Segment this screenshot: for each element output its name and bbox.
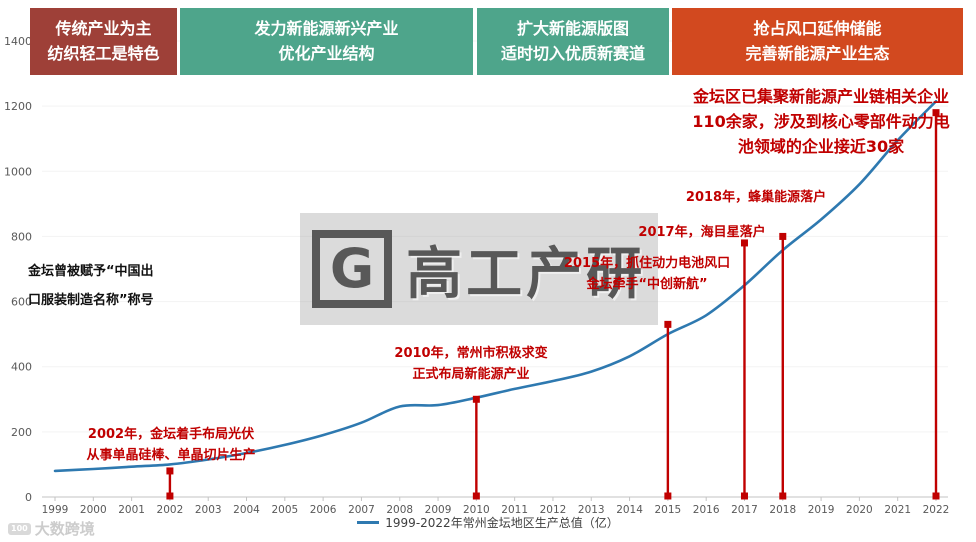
annotation-line: 池领域的企业接近30家 <box>737 137 905 156</box>
chart-legend: 1999-2022年常州金坛地区生产总值（亿） <box>0 514 976 531</box>
svg-text:2014: 2014 <box>616 504 643 516</box>
annotation-2015: 2015年，抓住动力电池风口 金坛牵手“中创新航” <box>532 253 762 295</box>
era-band-new-energy-push: 发力新能源新兴产业 优化产业结构 <box>180 8 473 75</box>
svg-text:2020: 2020 <box>846 504 873 516</box>
annotation-line: 2017年，海目星落户 <box>638 225 766 240</box>
svg-text:2015: 2015 <box>655 504 682 516</box>
annotation-2018: 2018年，蜂巢能源落户 <box>650 187 862 208</box>
svg-text:800: 800 <box>11 230 32 243</box>
svg-text:2019: 2019 <box>808 504 835 516</box>
annotation-line: 金坛牵手“中创新航” <box>586 277 708 292</box>
gaogong-logo-icon: G <box>311 230 393 308</box>
svg-text:200: 200 <box>11 426 32 439</box>
svg-text:2005: 2005 <box>271 504 298 516</box>
svg-text:400: 400 <box>11 361 32 374</box>
era-band-energy-storage: 抢占风口延伸储能 完善新能源产业生态 <box>672 8 963 75</box>
svg-text:2009: 2009 <box>425 504 452 516</box>
watermark-text: 高工产研 <box>406 241 647 307</box>
era-band-line: 发力新能源新兴产业 <box>254 18 399 38</box>
svg-text:2022: 2022 <box>923 504 950 516</box>
svg-text:0: 0 <box>25 491 32 504</box>
era-band-line: 扩大新能源版图 <box>516 18 629 38</box>
annotation-2010: 2010年，常州市积极求变 正式布局新能源产业 <box>358 343 584 385</box>
era-band-traditional: 传统产业为主 纺织轻工是特色 <box>30 8 177 75</box>
svg-text:1400: 1400 <box>4 35 32 48</box>
annotation-line: 110余家，涉及到核心零部件动力电 <box>692 112 950 131</box>
annotation-line: 口服装制造名称”称号 <box>28 293 154 308</box>
svg-text:2010: 2010 <box>463 504 490 516</box>
annotation-2002: 2002年，金坛着手布局光伏 从事单晶硅棒、单晶切片生产 <box>58 424 284 466</box>
era-band-line: 完善新能源产业生态 <box>745 44 890 63</box>
svg-text:2008: 2008 <box>386 504 413 516</box>
era-band-line: 适时切入优质新赛道 <box>500 44 645 63</box>
svg-text:600: 600 <box>11 296 32 309</box>
annotation-garment-title: 金坛曾被赋予“中国出 口服装制造名称”称号 <box>28 257 164 315</box>
svg-text:2004: 2004 <box>233 504 260 516</box>
annotation-line: 2018年，蜂巢能源落户 <box>685 190 827 205</box>
svg-text:2007: 2007 <box>348 504 375 516</box>
svg-text:2011: 2011 <box>501 504 528 516</box>
svg-text:2003: 2003 <box>195 504 222 516</box>
annotation-line: 从事单晶硅棒、单晶切片生产 <box>86 448 256 463</box>
footer-watermark-text: 大数跨境 <box>34 520 95 538</box>
watermark-overlay: G 高工产研 <box>300 213 658 325</box>
svg-text:2017: 2017 <box>731 504 758 516</box>
legend-label: 1999-2022年常州金坛地区生产总值（亿） <box>385 516 619 530</box>
era-band-line: 传统产业为主 <box>55 18 152 38</box>
annotation-line: 2010年，常州市积极求变 <box>394 346 548 361</box>
svg-text:2016: 2016 <box>693 504 720 516</box>
annotation-line: 正式布局新能源产业 <box>412 367 530 382</box>
annotation-line: 金坛区已集聚新能源产业链相关企业 <box>692 87 949 106</box>
era-band-line: 优化产业结构 <box>278 44 375 63</box>
svg-text:2000: 2000 <box>80 504 107 516</box>
svg-text:2021: 2021 <box>884 504 911 516</box>
annotation-line: 2015年，抓住动力电池风口 <box>563 256 731 271</box>
svg-text:1999: 1999 <box>42 504 69 516</box>
era-band-line: 抢占风口延伸储能 <box>753 18 882 38</box>
svg-text:2012: 2012 <box>540 504 567 516</box>
svg-text:1000: 1000 <box>4 165 32 178</box>
era-band-expand-map: 扩大新能源版图 适时切入优质新赛道 <box>477 8 669 75</box>
footer-logo-icon: 100 <box>8 522 31 535</box>
annotation-line: 金坛曾被赋予“中国出 <box>28 264 154 279</box>
annotation-line: 2002年，金坛着手布局光伏 <box>87 427 255 442</box>
svg-text:2013: 2013 <box>578 504 605 516</box>
svg-text:2001: 2001 <box>118 504 145 516</box>
svg-text:2006: 2006 <box>310 504 337 516</box>
annotation-cluster-2022: 金坛区已集聚新能源产业链相关企业 110余家，涉及到核心零部件动力电 池领域的企… <box>678 84 964 159</box>
era-band-line: 纺织轻工是特色 <box>47 44 160 63</box>
svg-text:2002: 2002 <box>157 504 184 516</box>
watermark-bottom-left: 100 大数跨境 <box>8 518 95 539</box>
svg-text:1200: 1200 <box>4 100 32 113</box>
annotation-2017: 2017年，海目星落户 <box>596 222 808 243</box>
legend-line-swatch <box>357 521 380 524</box>
svg-text:2018: 2018 <box>769 504 796 516</box>
